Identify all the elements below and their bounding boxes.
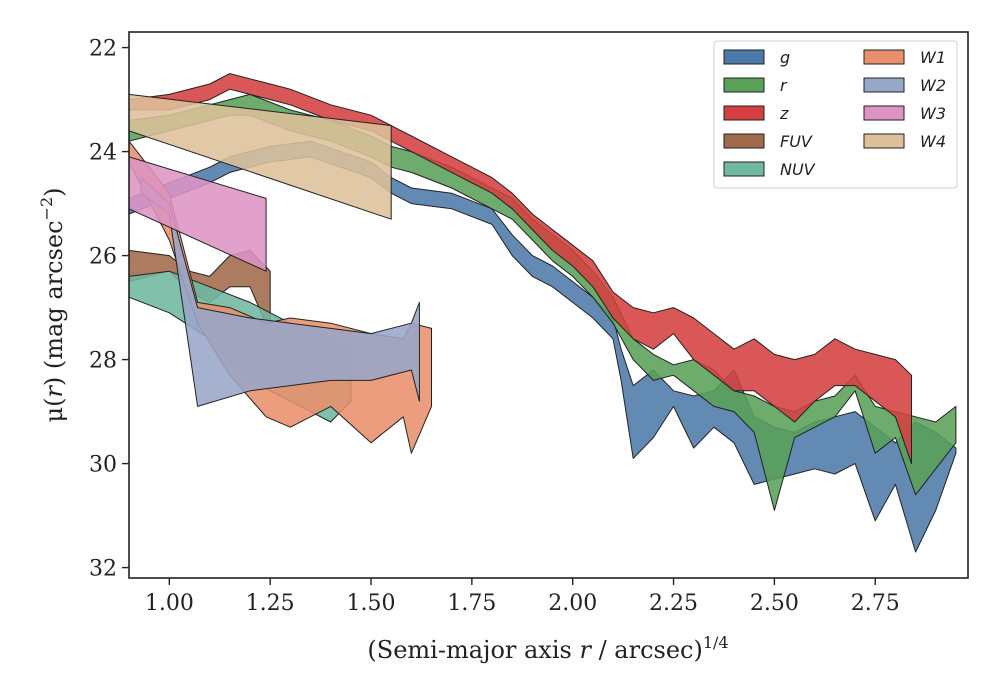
legend-swatch-g (723, 49, 765, 65)
x-axis-title-unit: / arcsec) (591, 636, 703, 664)
ticks-layer: 1.00 1.25 1.50 1.75 2.00 2.25 2.50 2.75 22 24 26 28… (89, 37, 900, 616)
legend-label-nuv: NUV (780, 160, 816, 179)
y-axis-title-exp: −2 (37, 197, 56, 221)
legend-swatch-w2 (863, 77, 905, 93)
y-tick-label: 24 (89, 141, 117, 166)
x-axis-title-var: r (579, 636, 592, 664)
legend-swatch-w1 (863, 49, 905, 65)
x-tick-label: 2.00 (548, 591, 597, 616)
x-axis-title-main: (Semi-major axis (367, 636, 579, 664)
series-band-z (129, 73, 912, 465)
series-band-w3 (129, 156, 267, 272)
legend-label-fuv: FUV (780, 132, 813, 151)
x-axis-title-exp: 1/4 (703, 633, 729, 652)
series-band-w2 (140, 177, 420, 407)
legend-label-g: g (780, 48, 790, 67)
legend-label-w4: W4 (920, 132, 946, 151)
legend-label-w3: W3 (920, 104, 946, 123)
x-tick-label: 2.25 (649, 591, 698, 616)
legend-label-z: z (779, 104, 789, 123)
y-axis-title-var: r (40, 385, 68, 398)
y-tick-label: 32 (89, 557, 117, 582)
legend: grz FUV NUV W1 W2 W3 W4 (713, 40, 958, 189)
y-axis-title: μ(r) (mag arcsec−2) (37, 187, 68, 422)
legend-label-w1: W1 (920, 48, 946, 67)
legend-swatch-z (723, 105, 765, 121)
series-band-w4 (129, 93, 392, 220)
y-tick-label: 30 (89, 453, 117, 478)
x-tick-label: 1.25 (246, 591, 295, 616)
series-band-g (129, 140, 957, 553)
legend-swatch-w4 (863, 133, 905, 149)
x-tick-label: 1.00 (145, 591, 194, 616)
plot-frame (128, 31, 969, 579)
x-tick-label: 2.50 (750, 591, 799, 616)
y-axis-title-unit: ) (mag arcsec (40, 220, 68, 386)
x-tick-label: 2.75 (851, 591, 900, 616)
x-axis-title: (Semi-major axis r / arcsec)1/4 (367, 633, 728, 664)
y-tick-label: 22 (89, 37, 117, 62)
y-axis-title-main: μ( (40, 398, 68, 423)
x-tick-label: 1.75 (447, 591, 496, 616)
x-tick-label: 1.50 (347, 591, 396, 616)
y-tick-label: 26 (89, 245, 117, 270)
legend-swatch-r (723, 77, 765, 93)
legend-label-w2: W2 (920, 76, 946, 95)
legend-swatch-nuv (723, 161, 765, 177)
legend-swatch-fuv (723, 133, 765, 149)
y-tick-label: 28 (89, 349, 117, 374)
series-layer (129, 73, 957, 553)
legend-label-r: r (780, 76, 788, 95)
y-axis-title-close: ) (40, 187, 68, 196)
legend-swatch-w3 (863, 105, 905, 121)
